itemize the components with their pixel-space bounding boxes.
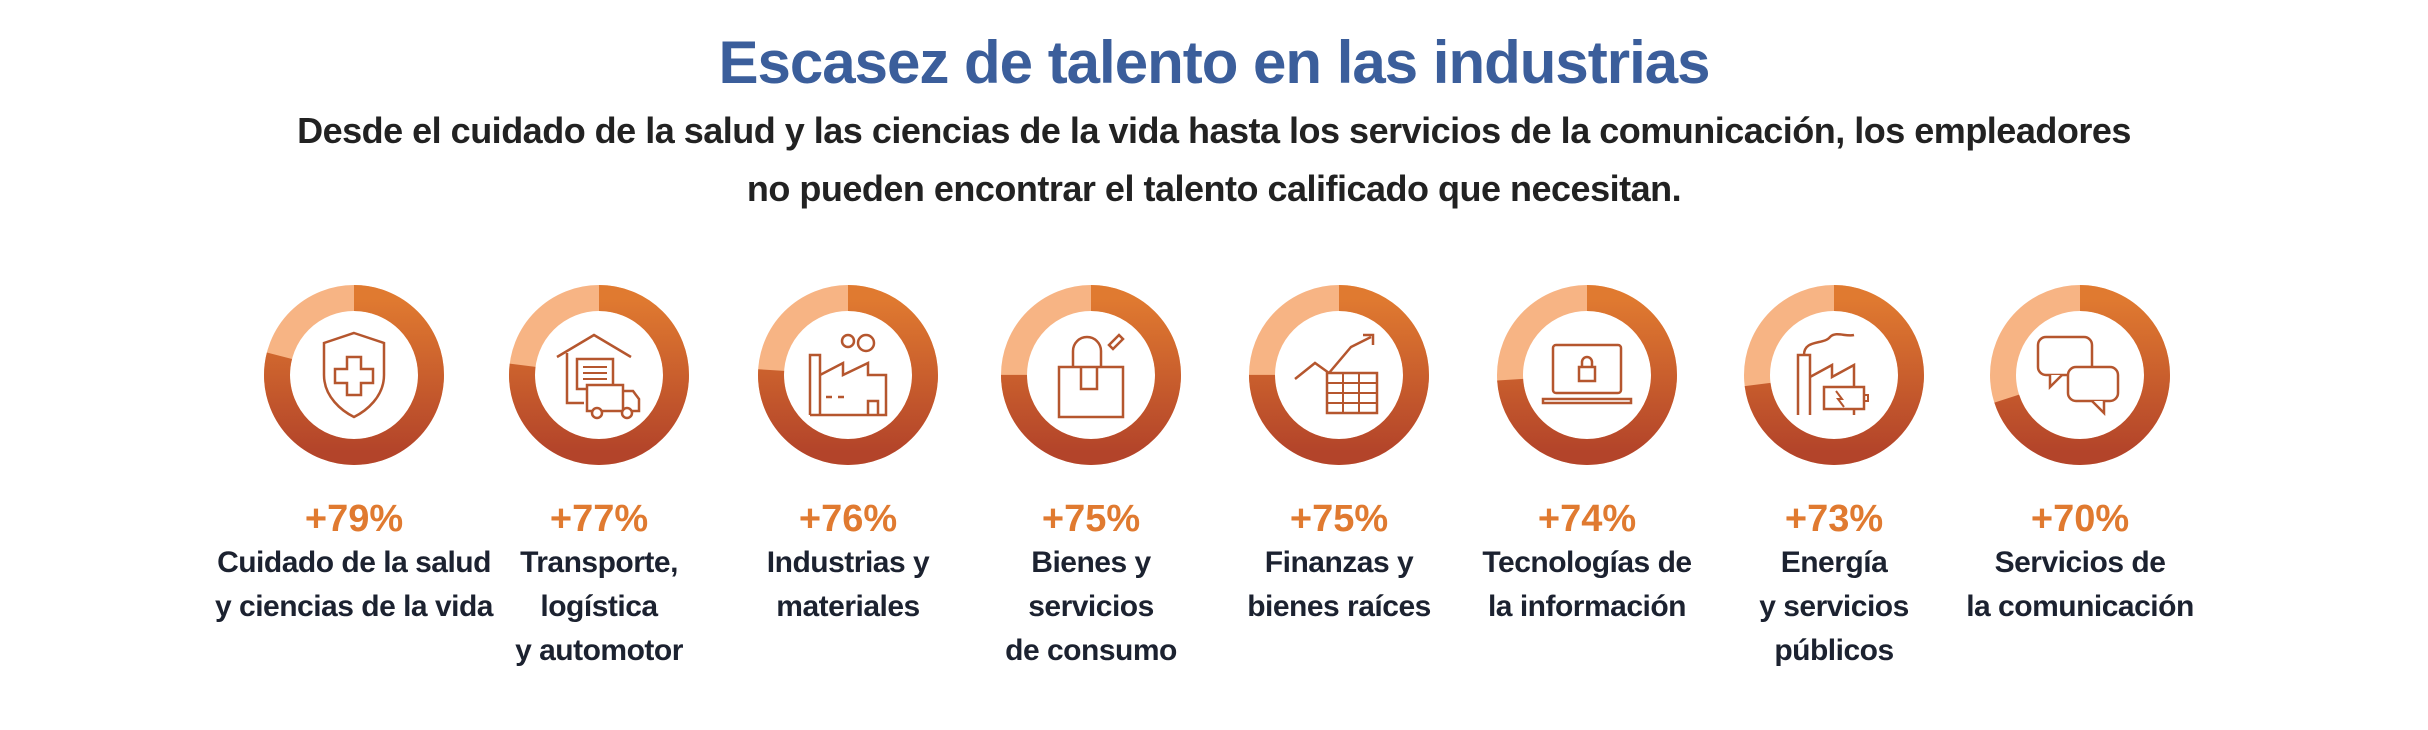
industry-item: +76% Industrias y materiales <box>698 285 998 629</box>
donut-ring <box>1497 285 1677 465</box>
donut-value-segment <box>509 285 689 465</box>
industry-item: +77% Transporte, logística y automotor <box>449 285 749 673</box>
donut-value-segment <box>264 285 444 465</box>
donut-ring <box>1001 285 1181 465</box>
industry-item: +79% Cuidado de la salud y ciencias de la… <box>204 285 504 629</box>
industry-label: Industrias y materiales <box>766 546 930 623</box>
donut-ring <box>1744 285 1924 465</box>
donut-ring <box>1249 285 1429 465</box>
industry-label: Finanzas y bienes raíces <box>1247 546 1431 623</box>
percentage-value: +75% <box>1289 498 1389 540</box>
industry-label: Energía y servicios públicos <box>1759 546 1909 667</box>
energy-plant-icon <box>1796 333 1869 415</box>
industry-label: Tecnologías de la información <box>1482 546 1692 623</box>
subtitle-line-2: no pueden encontrar el talento calificad… <box>746 168 1682 209</box>
donut-ring <box>1990 285 2170 465</box>
percentage-value: +74% <box>1537 498 1637 540</box>
chat-bubbles-icon <box>2036 335 2120 417</box>
percentage-value: +75% <box>1041 498 1141 540</box>
warehouse-truck-icon <box>556 333 641 420</box>
subtitle-line-1: Desde el cuidado de la salud y las cienc… <box>297 110 2131 151</box>
industry-item: +73% Energía y servicios públicos <box>1684 285 1984 673</box>
donut-value-segment <box>1744 285 1924 465</box>
donut-ring <box>509 285 689 465</box>
donut-value-segment <box>1001 285 1181 465</box>
industry-item: +74% Tecnologías de la información <box>1437 285 1737 629</box>
page-title: Escasez de talento en las industrias <box>718 29 1710 96</box>
industry-label: Cuidado de la salud y ciencias de la vid… <box>214 546 494 623</box>
percentage-value: +77% <box>549 498 649 540</box>
health-shield-icon <box>322 331 386 419</box>
donut-ring <box>758 285 938 465</box>
percentage-value: +70% <box>2030 498 2130 540</box>
percentage-value: +76% <box>798 498 898 540</box>
industry-label: Transporte, logística y automotor <box>515 546 683 667</box>
donut-value-segment <box>758 285 938 465</box>
donut-value-segment <box>1990 285 2170 465</box>
finance-chart-icon <box>1294 333 1379 415</box>
industry-label: Servicios de la comunicación <box>1966 546 2194 623</box>
percentage-value: +73% <box>1784 498 1884 540</box>
shopping-bag-icon <box>1057 333 1125 419</box>
industry-label: Bienes y servicios de consumo <box>1005 546 1177 667</box>
industry-item: +75% Bienes y servicios de consumo <box>941 285 1241 673</box>
laptop-lock-icon <box>1541 343 1633 405</box>
donut-value-segment <box>1497 285 1677 465</box>
factory-icon <box>808 333 888 417</box>
industry-item: +70% Servicios de la comunicación <box>1930 285 2230 629</box>
percentage-value: +79% <box>304 498 404 540</box>
donut-ring <box>264 285 444 465</box>
industry-item: +75% Finanzas y bienes raíces <box>1189 285 1489 629</box>
donut-value-segment <box>1249 285 1429 465</box>
